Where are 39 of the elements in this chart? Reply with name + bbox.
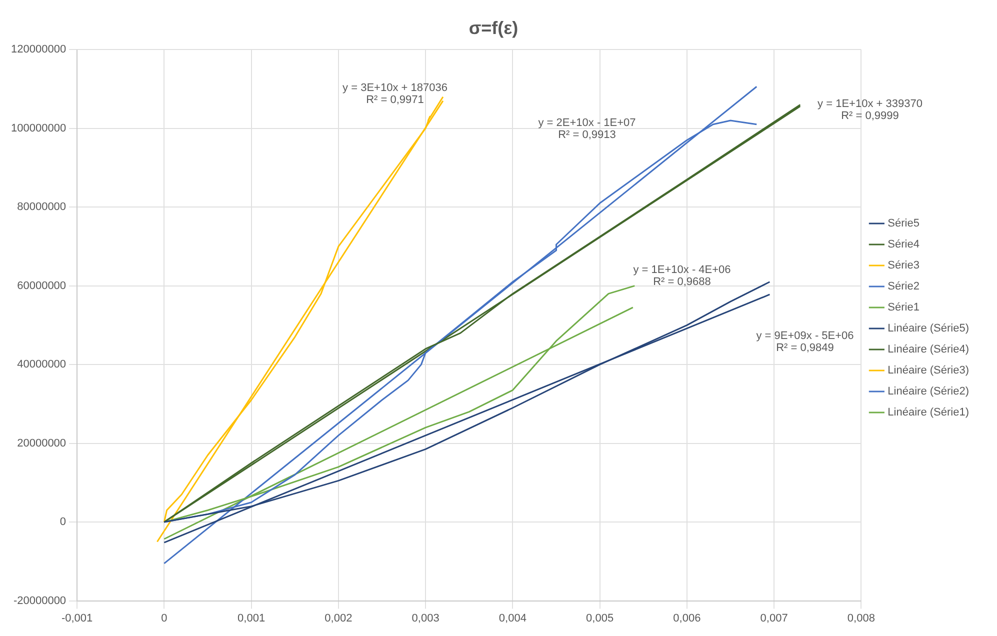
x-tick-label: 0,008	[847, 612, 875, 624]
annotation: y = 3E+10x + 187036	[342, 82, 448, 94]
x-tick-label: 0,007	[760, 612, 788, 624]
annotation: y = 1E+10x - 4E+06	[633, 264, 731, 276]
y-tick-label: 120000000	[10, 44, 66, 56]
x-tick-label: 0,001	[238, 612, 266, 624]
x-tick-label: 0,002	[324, 612, 352, 624]
x-tick-label: 0,004	[498, 612, 526, 624]
y-tick-label: 40000000	[17, 358, 66, 371]
legend-label: Linéaire (Série1)	[888, 406, 970, 419]
y-tick-label: 60000000	[17, 280, 66, 292]
chart-title: σ=f(ε)	[468, 18, 518, 38]
legend-label: Série1	[888, 302, 920, 314]
annotation: y = 1E+10x + 339370	[818, 98, 922, 110]
y-tick-label: 100000000	[10, 122, 66, 134]
y-tick-label: 0	[60, 516, 66, 528]
annotation: R² = 0,9971	[366, 94, 424, 106]
y-tick-label: 80000000	[17, 201, 66, 214]
legend-label: Série3	[888, 260, 920, 272]
x-tick-label: -0,001	[61, 612, 93, 624]
annotation: R² = 0,9688	[653, 276, 711, 288]
y-tick-label: 20000000	[17, 437, 66, 450]
legend-label: Linéaire (Série4)	[888, 344, 970, 356]
annotation: R² = 0,9999	[841, 110, 899, 122]
annotation: R² = 0,9913	[558, 129, 616, 142]
legend-label: Série4	[888, 238, 920, 251]
x-tick-label: 0,005	[586, 612, 614, 624]
legend-label: Linéaire (Série3)	[888, 364, 970, 377]
annotation: y = 9E+09x - 5E+06	[756, 330, 854, 342]
legend-label: Série5	[888, 218, 920, 230]
y-tick-label: -20000000	[13, 594, 66, 607]
x-tick-label: 0,006	[673, 612, 701, 624]
annotation: R² = 0,9849	[776, 342, 834, 354]
legend-label: Linéaire (Série2)	[888, 386, 970, 398]
x-tick-label: 0,003	[412, 612, 440, 624]
legend-label: Série2	[888, 280, 920, 293]
annotation: y = 2E+10x - 1E+07	[538, 117, 636, 130]
legend-label: Linéaire (Série5)	[888, 322, 970, 335]
x-tick-label: 0	[161, 612, 168, 624]
